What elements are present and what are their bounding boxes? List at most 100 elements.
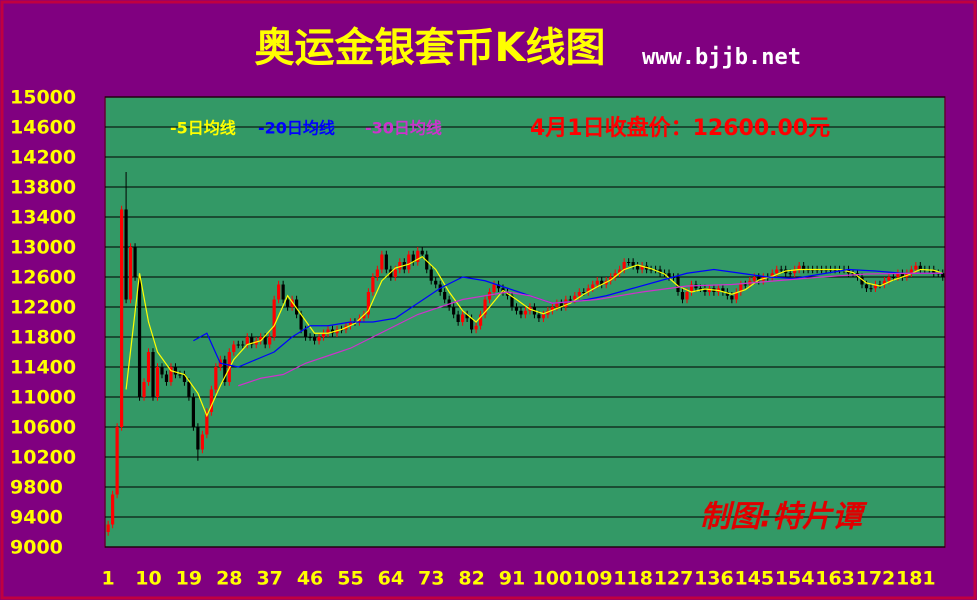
candle-body (555, 303, 559, 307)
y-tick-label: 11400 (10, 357, 76, 379)
candle-body (721, 288, 725, 292)
candle-body (478, 314, 483, 326)
candle-body (577, 292, 581, 296)
candle-body (124, 209, 128, 300)
candle-body (357, 318, 362, 322)
candle-body (416, 250, 420, 262)
candle-body (873, 284, 878, 289)
legend-entry: -5日均线 (170, 119, 236, 138)
candle-body (586, 288, 590, 292)
candle-body (568, 299, 572, 301)
candle-body (600, 280, 604, 285)
y-tick-label: 10200 (10, 447, 76, 469)
y-tick-label: 11800 (10, 327, 76, 349)
candle-body (366, 292, 370, 315)
candle-body (864, 284, 869, 289)
candle-body (559, 303, 563, 307)
candle-body (631, 262, 635, 266)
candle-body (474, 325, 478, 330)
subtitle: www.bjjb.net (642, 45, 801, 70)
candle-body (618, 269, 622, 274)
candle-body (290, 299, 294, 307)
candle-body (133, 247, 137, 277)
candle-body (128, 247, 133, 300)
y-tick-label: 12600 (10, 267, 76, 289)
x-tick-label: 10 (135, 568, 161, 590)
candle-body (164, 374, 169, 382)
candle-body (860, 277, 864, 285)
candle-body (308, 337, 312, 338)
candle-body (770, 273, 774, 277)
x-tick-label: 55 (337, 568, 363, 590)
candle-body (689, 284, 694, 292)
candle-body (191, 397, 195, 427)
candle-body (137, 277, 142, 397)
candle-body (492, 284, 496, 292)
candle-body (676, 277, 680, 292)
x-tick-label: 91 (499, 568, 525, 590)
x-tick-label: 19 (176, 568, 202, 590)
x-tick-label: 163 (815, 568, 855, 590)
candle-body (434, 280, 438, 285)
candle-body (182, 374, 187, 382)
candle-body (564, 299, 568, 307)
candle-body (941, 273, 945, 277)
candle-body (739, 284, 743, 292)
candle-body (918, 265, 922, 270)
x-tick-label: 181 (896, 568, 936, 590)
candle-body (375, 269, 379, 277)
candle-body (245, 337, 249, 345)
x-tick-label: 100 (533, 568, 573, 590)
credit: 制图:特片谭 (700, 500, 868, 535)
candle-body (420, 250, 424, 255)
y-tick-label: 9000 (10, 537, 63, 559)
candle-body (519, 310, 523, 315)
candle-body (622, 262, 626, 270)
x-tick-label: 154 (775, 568, 815, 590)
marks (106, 172, 945, 536)
candle-body (330, 329, 335, 334)
candle-body (155, 367, 160, 397)
candle-body (483, 299, 487, 315)
candle-body (259, 337, 263, 341)
candle-body (272, 299, 276, 337)
x-tick-label: 37 (256, 568, 282, 590)
x-tick-label: 145 (734, 568, 774, 590)
candle-body (900, 273, 904, 277)
candle-body (730, 295, 734, 300)
candle-body (510, 295, 514, 307)
candle-body (465, 314, 469, 319)
candle-body (169, 367, 173, 382)
candle-body (573, 295, 577, 300)
y-tick-label: 11000 (10, 387, 76, 409)
candle-body (268, 337, 272, 345)
candle-body (550, 307, 554, 311)
candle-body (658, 269, 662, 274)
candle-body (250, 337, 254, 345)
candle-body (151, 352, 155, 397)
candle-body (160, 367, 164, 375)
candle-body (425, 254, 429, 270)
candle-body (371, 277, 375, 292)
candle-body (891, 277, 895, 278)
candle-body (321, 333, 326, 337)
candle-body (667, 273, 671, 277)
candle-body (173, 367, 178, 375)
candle-body (407, 254, 411, 270)
candle-body (115, 427, 119, 495)
candle-body (120, 209, 124, 427)
plot-area (104, 96, 946, 548)
candle-body (595, 280, 599, 285)
candle-body (380, 254, 384, 270)
chart-title: 奥运金银套币K线图 (255, 25, 606, 71)
candle-body (443, 292, 447, 300)
candle-body (142, 382, 146, 397)
candle-body (456, 314, 460, 322)
candle-body (447, 299, 451, 307)
y-tick-label: 13000 (10, 237, 76, 259)
candle-body (236, 344, 240, 346)
candle-body (878, 284, 882, 286)
x-tick-label: 46 (297, 568, 323, 590)
candle-body (757, 277, 761, 281)
annotation: 4月1日收盘价：12600.00元 (530, 115, 830, 141)
